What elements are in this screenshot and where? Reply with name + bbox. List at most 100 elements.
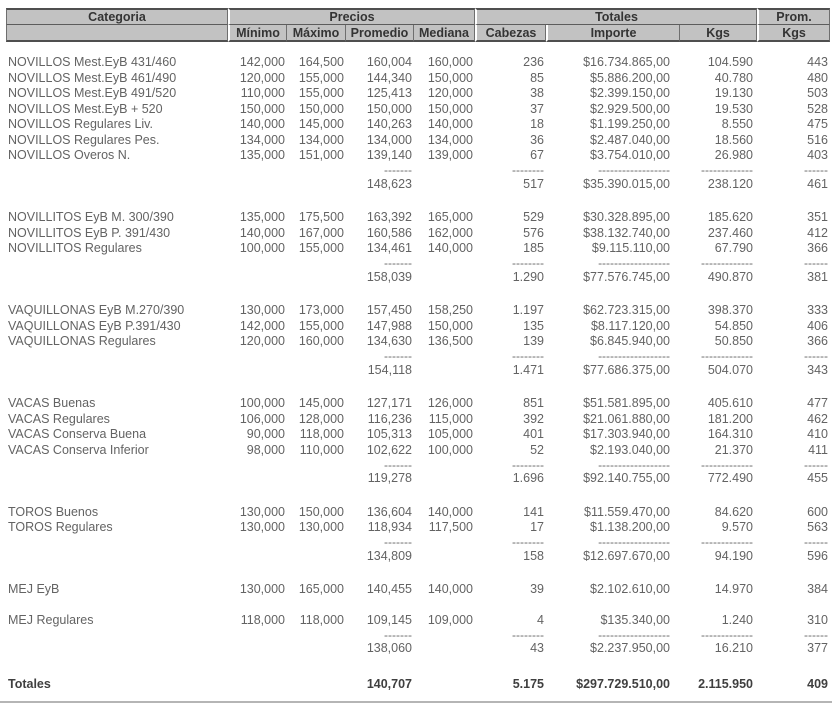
bottom-divider — [0, 701, 832, 703]
cell-promedio: 139,140 — [366, 148, 412, 163]
subtotal-importe: $35.390.015,00 — [583, 176, 670, 191]
cell-mediana: 105,000 — [427, 427, 473, 442]
cell-mediana: 117,500 — [428, 520, 473, 535]
cell-empty — [287, 164, 346, 177]
cell-maximo: 155,000 — [298, 70, 344, 85]
cell-cabezas: 37 — [530, 101, 544, 116]
subtotal-separator: ------ — [804, 458, 828, 471]
cell-maximo: 155,000 — [298, 318, 344, 333]
cell-minimo: 140,000 — [239, 117, 285, 132]
subtotal-importe: $92.140.755,00 — [583, 471, 670, 486]
cell-promedio: 102,622 — [366, 442, 412, 457]
table-row: TOROS Regulares 130,000 130,000 118,934 117,… — [6, 520, 830, 536]
header-mediana: Mediana — [414, 25, 475, 42]
cell-prom-kgs: 503 — [807, 86, 828, 101]
subtotal-separator: ------------- — [701, 256, 753, 270]
cell-empty — [287, 350, 346, 363]
header-promedio: Promedio — [346, 25, 414, 42]
cell-minimo: 140,000 — [239, 225, 285, 240]
cell-maximo: 173,000 — [298, 303, 344, 318]
cell-prom-kgs: 563 — [807, 520, 828, 535]
cell-importe: $2.399.150,00 — [590, 86, 670, 101]
table-row: VAQUILLONAS EyB M.270/390 130,000 173,000 1… — [6, 303, 830, 319]
cell-minimo: 100,000 — [239, 396, 285, 411]
cell-promedio: 134,461 — [366, 241, 412, 256]
cell-categoria: VAQUILLONAS EyB M.270/390 — [8, 303, 185, 318]
cell-minimo: 120,000 — [239, 334, 285, 349]
cell-importe: $51.581.895,00 — [583, 396, 670, 411]
cell-promedio: 140,263 — [366, 117, 412, 132]
cell-maximo: 150,000 — [298, 504, 344, 519]
cell-empty — [6, 42, 830, 55]
cell-minimo: 106,000 — [239, 411, 285, 426]
cell-kgs: 1.240 — [721, 612, 753, 627]
cell-promedio: 157,450 — [366, 303, 412, 318]
cell-empty — [287, 641, 346, 657]
cell-prom-kgs: 410 — [807, 427, 828, 442]
cell-mediana: 140,000 — [427, 504, 473, 519]
cell-empty — [287, 536, 346, 549]
cell-promedio: 127,171 — [366, 396, 412, 411]
cell-kgs: 18.560 — [714, 132, 753, 147]
cell-maximo: 110,000 — [299, 442, 344, 457]
table-row: NOVILLITOS EyB P. 391/430 140,000 167,000 1… — [6, 226, 830, 242]
cell-importe: $9.115.110,00 — [591, 241, 670, 256]
cell-importe: $8.117.120,00 — [590, 318, 670, 333]
cell-prom-kgs: 480 — [807, 70, 828, 85]
cell-categoria: VAQUILLONAS EyB P.391/430 — [8, 318, 181, 333]
cell-minimo: 135,000 — [239, 148, 285, 163]
cell-empty — [228, 257, 287, 270]
cell-cabezas: 36 — [530, 132, 544, 147]
cell-maximo: 151,000 — [298, 148, 344, 163]
cell-minimo: 130,000 — [239, 303, 285, 318]
cell-empty — [6, 641, 228, 657]
spacer-row — [6, 42, 830, 55]
cell-categoria: NOVILLOS Mest.EyB + 520 — [8, 101, 163, 116]
table-row: MEJ Regulares 118,000 118,000 109,145 109,00… — [6, 613, 830, 629]
spacer-row — [6, 487, 830, 505]
subtotal-separator: ------------- — [701, 535, 753, 549]
cell-mediana: 115,000 — [428, 411, 473, 426]
subtotal-importe: $77.576.745,00 — [583, 269, 670, 284]
cell-prom-kgs: 477 — [807, 396, 828, 411]
table-row: VACAS Conserva Inferior 98,000 110,000 102,… — [6, 443, 830, 459]
cell-categoria: MEJ EyB — [8, 582, 60, 597]
cell-prom-kgs: 412 — [807, 225, 828, 240]
cell-maximo: 167,000 — [298, 225, 344, 240]
cell-cabezas: 1.197 — [512, 303, 544, 318]
grand-total-label: Totales — [8, 676, 51, 691]
cell-cabezas: 236 — [523, 55, 544, 70]
subtotal-promedio: 134,809 — [366, 548, 412, 563]
cell-importe: $6.845.940,00 — [590, 334, 670, 349]
cell-kgs: 185.620 — [707, 210, 753, 225]
subtotal-separator: ------------- — [701, 458, 753, 471]
cell-empty — [287, 257, 346, 270]
cell-empty — [414, 177, 475, 193]
cell-maximo: 175,500 — [298, 210, 344, 225]
cell-empty — [6, 598, 830, 613]
subtotal-promedio: 119,278 — [367, 471, 412, 486]
header-importe: Importe — [546, 25, 680, 42]
cell-empty — [6, 285, 830, 303]
spacer-row — [6, 657, 830, 677]
cell-maximo: 164,500 — [298, 55, 344, 70]
cell-empty — [6, 564, 830, 582]
subtotal-separator: ------------- — [701, 163, 753, 177]
cell-empty — [228, 536, 287, 549]
cell-categoria: VACAS Conserva Buena — [8, 427, 147, 442]
table-row: NOVILLOS Mest.EyB 461/490 120,000 155,000 1… — [6, 71, 830, 87]
cell-kgs: 405.610 — [707, 396, 753, 411]
subtotal-promedio: 154,118 — [367, 362, 412, 377]
cell-empty — [6, 270, 228, 286]
grand-total-prom-kgs: 409 — [807, 676, 828, 691]
cell-promedio: 134,000 — [366, 132, 412, 147]
cell-kgs: 19.130 — [714, 86, 753, 101]
cell-empty — [228, 549, 287, 565]
cell-prom-kgs: 411 — [808, 442, 828, 457]
cell-empty — [228, 628, 287, 641]
spacer-row — [6, 598, 830, 613]
subtotal-importe: $77.686.375,00 — [583, 362, 670, 377]
cell-kgs: 67.790 — [714, 241, 753, 256]
cell-maximo: 165,000 — [298, 582, 344, 597]
cell-empty — [287, 628, 346, 641]
